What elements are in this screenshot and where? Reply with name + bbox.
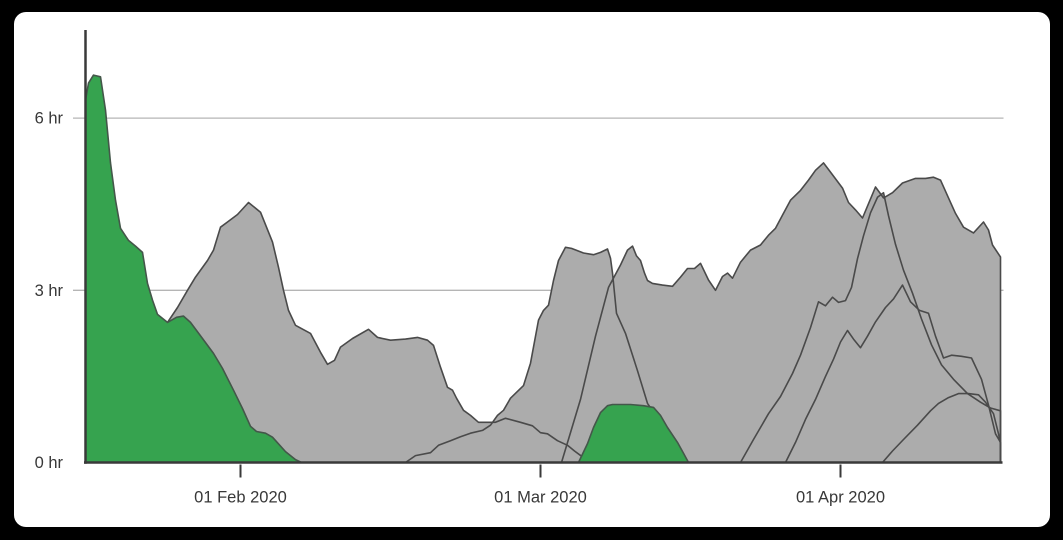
gray-area-6-outline: [881, 392, 1002, 464]
y-tick-label-0: 0 hr: [35, 454, 64, 472]
x-axis-ticks: 01 Feb 2020 01 Mar 2020 01 Apr 2020: [194, 464, 885, 507]
gray-area-1-outline: [149, 201, 597, 464]
gray-area-2-outline: [404, 246, 681, 464]
gray-area-5-outline: [784, 284, 1002, 464]
y-tick-label-2: 6 hr: [35, 110, 64, 128]
green-area: [84, 74, 1002, 464]
y-axis-labels: 0 hr 3 hr 6 hr: [35, 110, 64, 472]
gray-area-6-fill: [882, 393, 1001, 463]
gray-area-3-outline: [560, 162, 1002, 464]
y-tick-label-1: 3 hr: [35, 282, 64, 300]
gray-area-outlines: [149, 162, 1002, 464]
x-tick-label-0: 01 Feb 2020: [194, 489, 287, 507]
gray-area-4-outline: [739, 191, 1002, 464]
x-tick-label-1: 01 Mar 2020: [494, 489, 587, 507]
gray-area-1-fill: [150, 202, 596, 463]
axes: [84, 30, 1003, 464]
x-tick-label-2: 01 Apr 2020: [796, 489, 885, 507]
